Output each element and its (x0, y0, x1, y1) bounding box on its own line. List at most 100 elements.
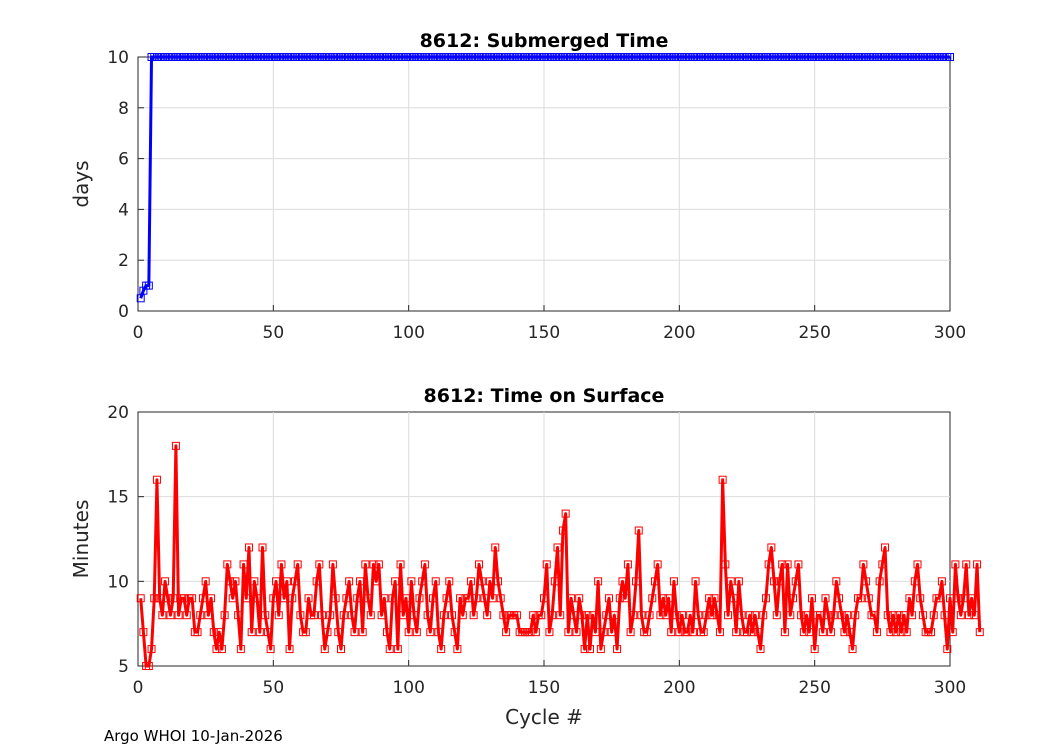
data-point (139, 286, 148, 295)
data-point (748, 628, 757, 637)
data-point (672, 611, 681, 620)
data-point (383, 628, 392, 637)
y-tick-label: 2 (118, 251, 129, 271)
data-point (807, 594, 816, 603)
data-point (661, 611, 670, 620)
data-point (361, 560, 370, 569)
data-point (596, 645, 605, 654)
data-point (331, 594, 340, 603)
data-point (837, 611, 846, 620)
data-point (396, 560, 405, 569)
data-point (442, 594, 451, 603)
data-point (269, 594, 278, 603)
data-point (437, 645, 446, 654)
data-point (791, 577, 800, 586)
chart-title: 8612: Submerged Time (420, 30, 669, 52)
data-point (253, 594, 262, 603)
data-point (927, 628, 936, 637)
data-point (161, 577, 170, 586)
data-point (285, 645, 294, 654)
data-point (556, 611, 565, 620)
data-point (277, 560, 286, 569)
data-point (483, 611, 492, 620)
data-point (155, 594, 164, 603)
data-point (948, 628, 957, 637)
data-point (410, 611, 419, 620)
data-point (724, 611, 733, 620)
data-point (472, 594, 481, 603)
data-point (564, 628, 573, 637)
data-point (759, 611, 768, 620)
data-point (415, 594, 424, 603)
data-point (296, 611, 305, 620)
data-point (751, 611, 760, 620)
data-point (339, 611, 348, 620)
data-point (954, 594, 963, 603)
data-point (445, 577, 454, 586)
data-point (290, 577, 299, 586)
data-point (607, 628, 616, 637)
data-point (244, 543, 253, 552)
data-point (166, 611, 175, 620)
data-point (718, 475, 727, 484)
data-point (239, 560, 248, 569)
data-point (675, 628, 684, 637)
y-tick-label: 5 (118, 657, 129, 677)
chart-title: 8612: Time on Surface (424, 385, 665, 407)
data-point (377, 611, 386, 620)
data-point (705, 594, 714, 603)
data-point (512, 611, 521, 620)
data-point (569, 611, 578, 620)
data-point (201, 577, 210, 586)
data-point (274, 611, 283, 620)
data-point (529, 611, 538, 620)
data-point (496, 594, 505, 603)
data-point (434, 628, 443, 637)
data-point (881, 543, 890, 552)
data-point (910, 577, 919, 586)
data-point (226, 577, 235, 586)
data-point (840, 628, 849, 637)
data-point (594, 577, 603, 586)
x-tick-label: 150 (528, 323, 560, 343)
data-point (726, 577, 735, 586)
data-point (150, 594, 159, 603)
data-point (902, 628, 911, 637)
data-point (946, 53, 954, 61)
data-point (429, 594, 438, 603)
data-point (431, 577, 440, 586)
data-point (220, 611, 229, 620)
data-point (250, 577, 259, 586)
data-point (875, 577, 884, 586)
data-point (147, 645, 156, 654)
data-point (637, 611, 646, 620)
data-point (745, 611, 754, 620)
data-point (545, 628, 554, 637)
data-point (464, 594, 473, 603)
x-tick-label: 100 (392, 678, 424, 698)
data-point (469, 611, 478, 620)
data-point (328, 560, 337, 569)
data-point (401, 594, 410, 603)
data-point (385, 645, 394, 654)
data-point (935, 594, 944, 603)
data-point (951, 560, 960, 569)
data-point (355, 577, 364, 586)
data-point (872, 628, 881, 637)
data-point (171, 441, 180, 450)
data-point (380, 594, 389, 603)
data-point (862, 577, 871, 586)
x-tick-label: 250 (798, 678, 830, 698)
data-point (883, 611, 892, 620)
data-point (217, 645, 226, 654)
data-point (412, 628, 421, 637)
data-point (209, 628, 218, 637)
data-point (304, 594, 313, 603)
data-point (797, 611, 806, 620)
y-tick-label: 0 (118, 302, 129, 322)
y-tick-label: 15 (107, 488, 129, 508)
x-tick-label: 100 (392, 323, 424, 343)
data-point (350, 628, 359, 637)
y-axis-label: days (69, 160, 93, 207)
data-point (550, 577, 559, 586)
